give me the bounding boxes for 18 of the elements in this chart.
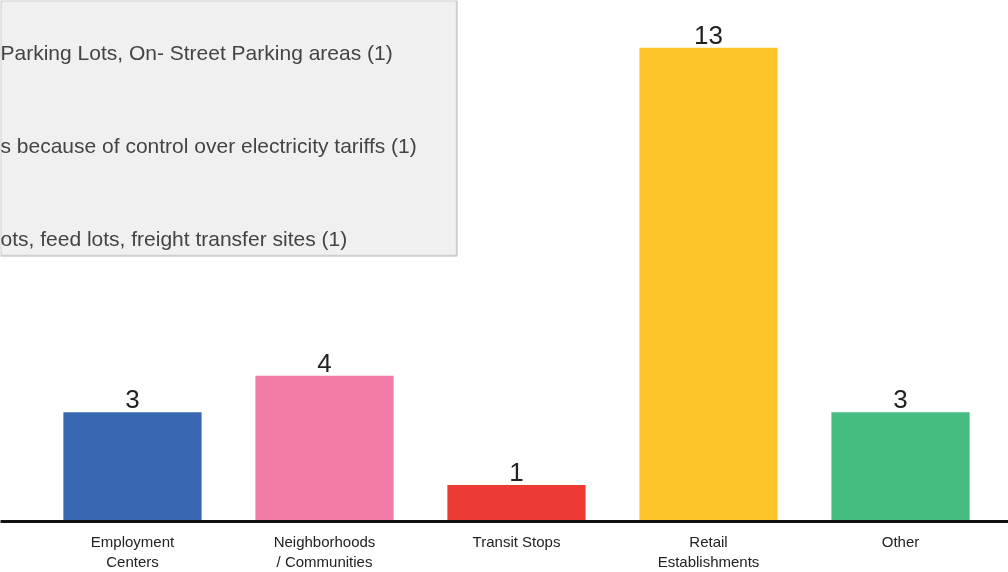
data-label: 3 [893,384,908,415]
x-tick-label: Other [881,532,920,550]
data-label: 1 [509,457,524,488]
x-tick-label: Transit Stops [472,532,561,550]
bar [255,375,394,522]
bar [831,412,970,522]
x-tick-label: Employment Centers [90,532,176,570]
annotation: s because of control over electricity tariffs (1) [0,133,417,157]
bar [63,412,202,522]
data-label: 3 [125,384,140,415]
x-tick-label: Retail Establishments [657,532,760,570]
x-tick-label: Neighborhoods / Communities [273,532,376,570]
annotation: Parking Lots, On- Street Parking areas (1) [0,40,393,64]
data-label: 4 [317,347,332,378]
bar [447,485,586,522]
bar [639,47,778,522]
annotation: ots, feed lots, freight transfer sites (1) [0,226,348,250]
data-label: 13 [694,19,723,50]
